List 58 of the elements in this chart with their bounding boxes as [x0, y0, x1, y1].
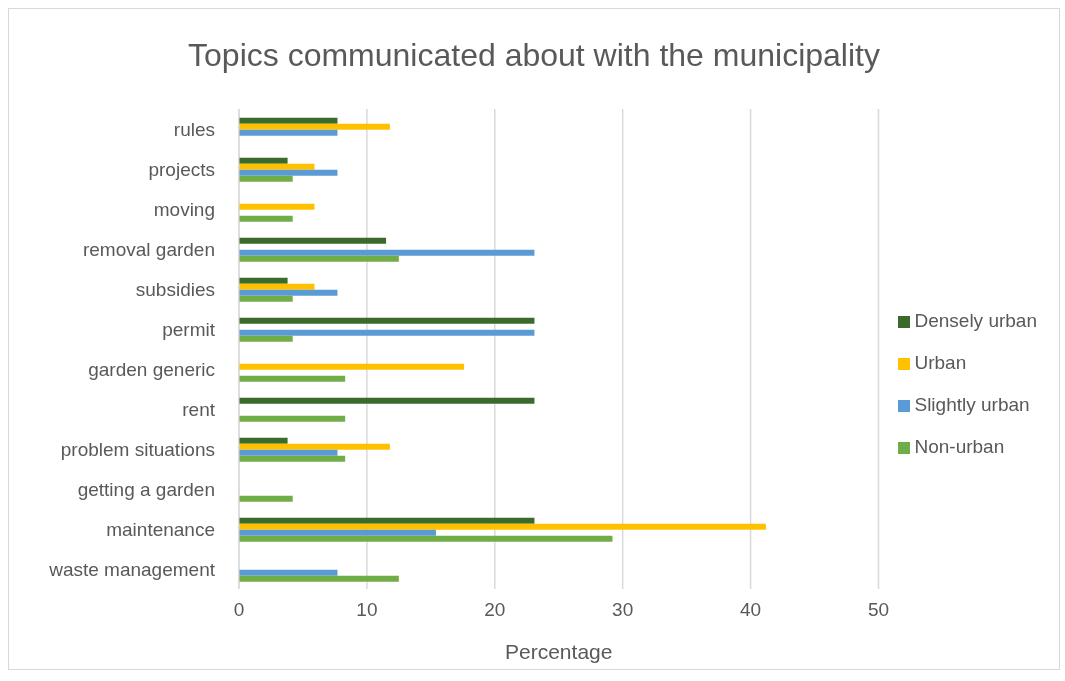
bar — [239, 569, 338, 576]
legend-label: Urban — [914, 352, 967, 373]
bar — [239, 495, 293, 502]
legend-label: Non-urban — [914, 436, 1005, 457]
bar — [239, 449, 338, 456]
x-tick-label: 10 — [356, 599, 378, 621]
legend-label: Densely urban — [914, 310, 1037, 331]
bar — [239, 575, 399, 582]
bar — [239, 169, 338, 176]
bar — [239, 455, 346, 462]
y-tick-label: garden generic — [88, 358, 215, 380]
bar — [239, 329, 535, 336]
y-tick-label: permit — [162, 318, 216, 340]
x-tick-label: 20 — [484, 599, 506, 621]
bar — [239, 535, 613, 542]
y-tick-label: problem situations — [60, 438, 215, 460]
y-tick-label: maintenance — [106, 518, 215, 540]
y-tick-label: moving — [153, 198, 215, 220]
y-tick-label: getting a garden — [77, 478, 215, 500]
chart-title: Topics communicated about with the municipality — [187, 36, 881, 75]
bar — [239, 117, 338, 124]
bar — [239, 203, 315, 210]
bar — [239, 129, 338, 136]
bar — [239, 443, 390, 450]
bar — [239, 255, 399, 262]
y-tick-label: subsidies — [135, 278, 215, 300]
bar — [239, 529, 436, 536]
bar — [239, 237, 387, 244]
bar — [239, 397, 535, 404]
bar — [239, 317, 535, 324]
bar — [239, 375, 346, 382]
y-tick-label: rent — [182, 398, 216, 420]
bar — [239, 335, 293, 342]
y-tick-label: rules — [173, 118, 215, 140]
bar — [239, 157, 288, 164]
bar — [239, 277, 288, 284]
bar — [239, 283, 315, 290]
bar — [239, 175, 293, 182]
bar — [239, 123, 390, 130]
bar — [239, 249, 535, 256]
y-tick-label: waste management — [48, 558, 216, 580]
y-tick-label: projects — [148, 158, 215, 180]
x-tick-label: 0 — [233, 599, 245, 621]
bar — [239, 289, 338, 296]
bar — [239, 163, 315, 170]
bar — [239, 415, 346, 422]
x-tick-label: 40 — [740, 599, 762, 621]
x-tick-label: 30 — [612, 599, 634, 621]
bar — [239, 523, 766, 530]
bar — [239, 215, 293, 222]
bar — [239, 517, 535, 524]
legend-label: Slightly urban — [914, 394, 1030, 415]
x-axis-title: Percentage — [505, 640, 613, 663]
bar — [239, 363, 465, 370]
y-tick-label: removal garden — [82, 238, 215, 260]
bar — [239, 295, 293, 302]
x-tick-label: 50 — [867, 599, 890, 621]
bar — [239, 437, 288, 444]
